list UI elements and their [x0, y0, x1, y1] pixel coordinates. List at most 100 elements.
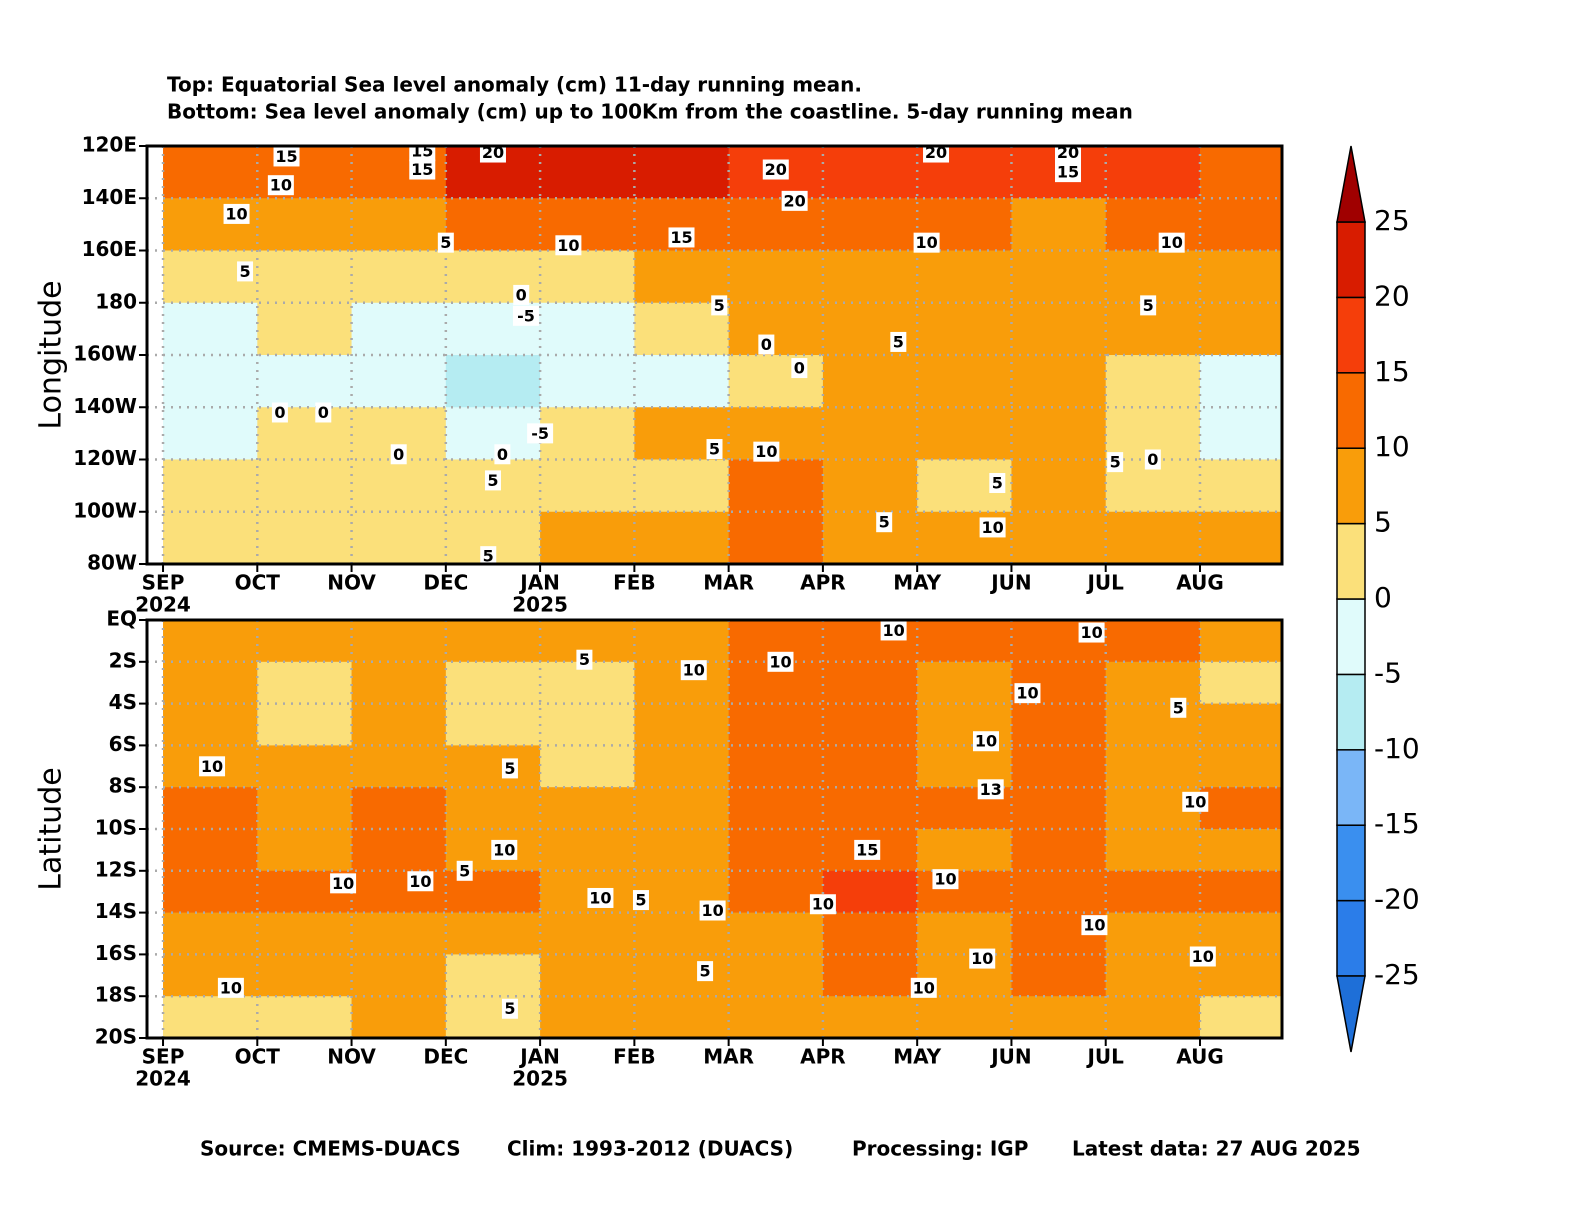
heatmap-cell	[163, 511, 258, 564]
heatmap-cell	[351, 302, 447, 356]
x-tick-label: DEC	[423, 571, 468, 595]
heatmap-cell	[1011, 302, 1107, 356]
contour-label-bg	[199, 756, 226, 777]
contour-label: 20	[783, 191, 805, 210]
heatmap-cell	[1011, 996, 1107, 1038]
heatmap-cell	[917, 912, 1012, 955]
heatmap-cell	[728, 745, 824, 788]
contour-label-bg	[1014, 683, 1041, 704]
heatmap-cell	[1011, 954, 1107, 997]
y-tick-label: EQ	[106, 607, 137, 631]
contour-label: 10	[589, 888, 611, 907]
y-tick-label: 120W	[73, 446, 137, 470]
heatmap-cell	[822, 146, 918, 199]
heatmap-cell	[163, 996, 258, 1038]
x-year-label: 2025	[512, 1067, 568, 1091]
contour-label: 20	[1057, 143, 1079, 162]
heatmap-cell	[728, 996, 824, 1038]
contour-label: 10	[1161, 233, 1183, 252]
contour-label: 10	[915, 233, 937, 252]
heatmap-cell	[351, 661, 447, 705]
contour-label: 15	[275, 147, 297, 166]
heatmap-cell	[634, 787, 730, 830]
contour-label-bg	[854, 839, 881, 860]
heatmap-cell	[445, 996, 541, 1038]
contour-label: 5	[487, 471, 498, 490]
contour-label: 10	[769, 652, 791, 671]
heatmap-cell	[728, 302, 824, 356]
heatmap-cell	[351, 912, 447, 955]
contour-label-bg	[880, 620, 907, 641]
heatmap-cell	[257, 620, 353, 663]
heatmap-cell	[634, 620, 730, 663]
y-axis-label: Latitude	[34, 767, 69, 890]
contour-label-bg	[711, 295, 728, 316]
footer-text: Latest data: 27 AUG 2025	[1072, 1137, 1361, 1161]
x-tick-label: MAR	[703, 571, 754, 595]
heatmap-cell	[540, 954, 635, 997]
contour-label-bg	[527, 423, 554, 444]
contour-label: 15	[856, 840, 878, 859]
heatmap-cell	[1199, 250, 1282, 304]
y-tick-label: 20S	[95, 1025, 137, 1049]
colorbar-swatch	[1336, 221, 1366, 299]
heatmap-cell	[1199, 829, 1282, 872]
y-tick-label: 160W	[73, 342, 137, 366]
contour-label-bg	[1055, 142, 1082, 163]
heatmap-cell	[257, 996, 353, 1038]
x-tick-label: SEP	[142, 571, 185, 595]
colorbar-label: 10	[1374, 430, 1410, 463]
contour-label-bg	[576, 649, 593, 670]
colorbar-swatch	[1336, 296, 1366, 374]
heatmap-cell	[351, 459, 447, 513]
heatmap-cell	[1105, 661, 1201, 705]
heatmap-cell	[634, 745, 730, 788]
contour-label-bg	[501, 758, 518, 779]
contour-label-bg	[587, 887, 614, 908]
colorbar-under	[1336, 975, 1366, 1053]
contour-label: 5	[459, 861, 470, 880]
contour-label: 10	[913, 978, 935, 997]
y-tick-label: 160E	[82, 237, 137, 261]
heatmap-cell	[728, 829, 824, 872]
y-tick-label: 120E	[82, 133, 137, 157]
contour-label-bg	[876, 512, 893, 533]
contour-label-bg	[969, 948, 996, 969]
contour-label-bg	[480, 546, 497, 567]
contour-label: 10	[225, 204, 247, 223]
y-tick-label: 180	[95, 289, 137, 313]
heatmap-cell	[445, 912, 541, 955]
heatmap-cell	[540, 355, 635, 408]
heatmap-cell	[822, 407, 918, 460]
heatmap-cell	[351, 829, 447, 872]
heatmap-cell	[728, 912, 824, 955]
heatmap-cell	[822, 511, 918, 564]
contour-label: 0	[318, 403, 329, 422]
heatmap-cell	[634, 146, 730, 199]
contour-label-bg	[1081, 915, 1108, 936]
contour-label: 5	[1143, 296, 1154, 315]
heatmap-cell	[822, 745, 918, 788]
contour-label-bg	[223, 203, 250, 224]
contour-label-bg	[977, 779, 1004, 800]
colorbar-label: -10	[1374, 732, 1420, 765]
y-tick-label: 6S	[109, 732, 137, 756]
x-tick-label: OCT	[235, 1045, 281, 1069]
contour-label: 10	[1184, 792, 1206, 811]
heatmap-cell	[1011, 745, 1107, 788]
colorbar-label: -25	[1374, 958, 1420, 991]
contour-label: 10	[493, 840, 515, 859]
x-tick-label: JAN	[518, 1045, 560, 1069]
colorbar-label: 20	[1374, 279, 1410, 312]
contour-label-bg	[237, 261, 254, 282]
heatmap-cell	[540, 250, 635, 304]
heatmap-cell	[1011, 407, 1107, 460]
heatmap-cell	[1105, 870, 1201, 914]
heatmap-cell	[1199, 355, 1282, 408]
contour-label: 20	[765, 160, 787, 179]
heatmap-cell	[163, 407, 258, 460]
heatmap-cell	[1011, 459, 1107, 513]
heatmap-cell	[634, 355, 730, 408]
x-tick-label: NOV	[327, 1045, 376, 1069]
contour-label: 5	[504, 759, 515, 778]
